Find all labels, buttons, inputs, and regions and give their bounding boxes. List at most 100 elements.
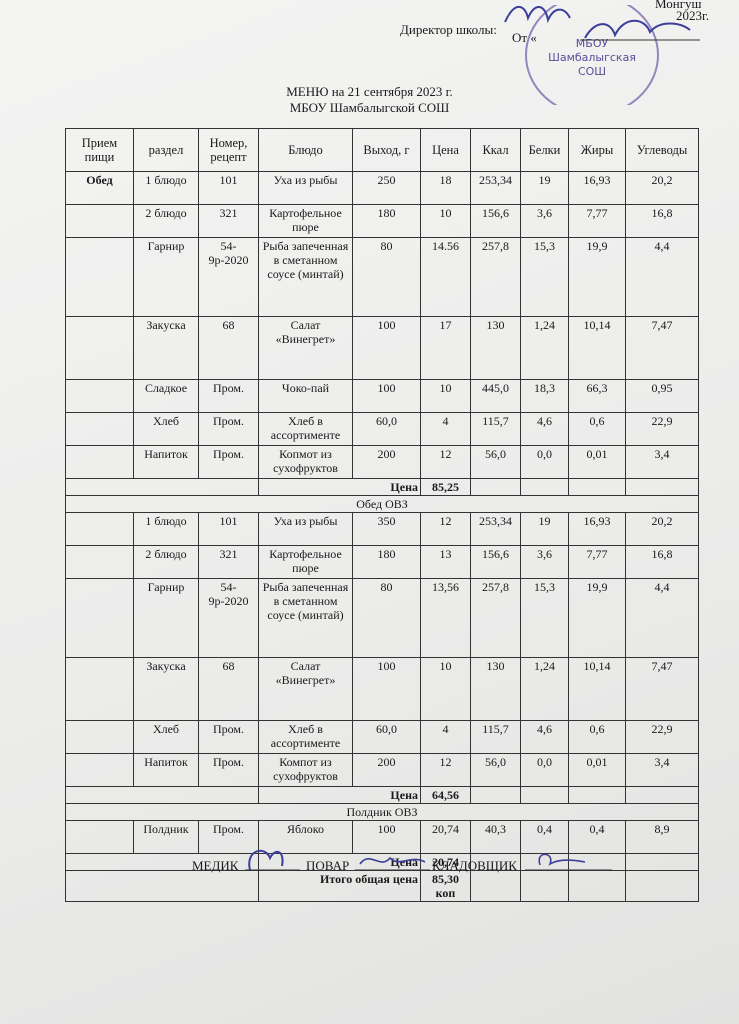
cell: 4,6 <box>520 720 569 754</box>
header-row: Прием пищи раздел Номер, рецепт Блюдо Выход,… <box>65 128 699 172</box>
cell: Пром. <box>198 445 259 479</box>
cell: Гарнир <box>133 237 199 317</box>
director-label: Директор школы: <box>400 22 497 37</box>
section-title: Обед ОВЗ <box>65 495 699 513</box>
cell: 4 <box>420 412 471 446</box>
cell: 10,14 <box>568 316 626 380</box>
section-row: Обед ОВЗ <box>65 495 699 513</box>
cell <box>625 478 699 496</box>
cell: 40,3 <box>470 820 521 854</box>
cell: 22,9 <box>625 412 699 446</box>
cell: 0,01 <box>568 445 626 479</box>
column-header: Номер, рецепт <box>198 128 259 172</box>
subtitle: МБОУ Шамбалыгской СОШ <box>289 100 450 115</box>
cell: 2 блюдо <box>133 204 199 238</box>
price-row: Цена 85,25 <box>65 478 699 496</box>
column-header: Блюдо <box>258 128 353 172</box>
dish-row: Гарнир 54-9р-2020 Рыба запеченная в сметан… <box>65 578 699 658</box>
cell <box>520 478 569 496</box>
cell: 156,6 <box>470 545 521 579</box>
cell: 80 <box>352 578 421 658</box>
cell: 16,8 <box>625 204 699 238</box>
cell: 13 <box>420 545 471 579</box>
cell: Уха из рыбы <box>258 171 353 205</box>
cell: 16,93 <box>568 512 626 546</box>
cell: 12 <box>420 445 471 479</box>
cell: 17 <box>420 316 471 380</box>
cell <box>65 445 134 479</box>
cell: Компот из сухофруктов <box>258 753 353 787</box>
cell: 54-9р-2020 <box>198 237 259 317</box>
cell: 3,4 <box>625 753 699 787</box>
column-header: Цена <box>420 128 471 172</box>
cell: 13,56 <box>420 578 471 658</box>
cell: 253,34 <box>470 512 521 546</box>
storekeeper-label: КЛАДОВЩИК <box>432 858 517 873</box>
cell <box>65 578 134 658</box>
price-label: Цена <box>258 478 421 496</box>
cell: 3,4 <box>625 445 699 479</box>
cell: 156,6 <box>470 204 521 238</box>
medic-label: МЕДИК <box>192 858 239 873</box>
cell: Уха из рыбы <box>258 512 353 546</box>
cell: 250 <box>352 171 421 205</box>
cell: Пром. <box>198 379 259 413</box>
cell: 180 <box>352 204 421 238</box>
cell <box>65 478 259 496</box>
column-header: Прием пищи <box>65 128 134 172</box>
cell <box>65 204 134 238</box>
cell <box>65 657 134 721</box>
cell: 12 <box>420 753 471 787</box>
cell: Салат «Винегрет» <box>258 657 353 721</box>
cell: Напиток <box>133 445 199 479</box>
cell: 0,6 <box>568 412 626 446</box>
cell: 56,0 <box>470 753 521 787</box>
cell: Полдник <box>133 820 199 854</box>
cell: 22,9 <box>625 720 699 754</box>
cell: 7,77 <box>568 204 626 238</box>
price-label: Цена <box>258 853 421 871</box>
stamp: МБОУ Шамбалыгская СОШ <box>525 5 659 105</box>
cell: 3,6 <box>520 204 569 238</box>
dish-row: 1 блюдо 101 Уха из рыбы 350 12 253,34 19 16,93 2… <box>65 512 699 546</box>
cell: Картофельное пюре <box>258 204 353 238</box>
title: МЕНЮ на 21 сентября 2023 г. <box>286 84 453 99</box>
price-value: 20,74 <box>420 853 471 871</box>
cook-label: ПОВАР <box>306 858 350 873</box>
cell: Рыба запеченная в сметанном соусе (минта… <box>258 237 353 317</box>
cell: 100 <box>352 657 421 721</box>
cell <box>568 478 626 496</box>
cell: 101 <box>198 512 259 546</box>
price-value: 64,56 <box>420 786 471 804</box>
cell: Пром. <box>198 753 259 787</box>
cell: 130 <box>470 657 521 721</box>
cell: 4,6 <box>520 412 569 446</box>
cell: 445,0 <box>470 379 521 413</box>
dish-row: Закуска 68 Салат «Винегрет» 100 17 130 1,24 10,… <box>65 316 699 380</box>
cell: 68 <box>198 316 259 380</box>
cell: 101 <box>198 171 259 205</box>
cell: 7,47 <box>625 316 699 380</box>
column-header: Белки <box>520 128 569 172</box>
cell <box>65 545 134 579</box>
cell: 10 <box>420 657 471 721</box>
date-year: 2023г. <box>676 8 710 23</box>
cell: Обед <box>65 171 134 205</box>
cell <box>65 379 134 413</box>
price-label: Цена <box>258 786 421 804</box>
cell: 10,14 <box>568 657 626 721</box>
cell: 16,93 <box>568 171 626 205</box>
dish-row: Напиток Пром. Копмот из сухофруктов 200 12 56… <box>65 445 699 479</box>
cell <box>470 786 521 804</box>
cell: 19,9 <box>568 237 626 317</box>
cell: Пром. <box>198 720 259 754</box>
cell: Сладкое <box>133 379 199 413</box>
section-row: Полдник ОВЗ <box>65 803 699 821</box>
cell <box>65 316 134 380</box>
cell <box>65 412 134 446</box>
cell <box>65 720 134 754</box>
cell: Салат «Винегрет» <box>258 316 353 380</box>
cell: 15,3 <box>520 578 569 658</box>
cell: 253,34 <box>470 171 521 205</box>
cell <box>625 853 699 871</box>
